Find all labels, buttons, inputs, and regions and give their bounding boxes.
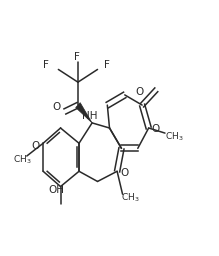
- Text: F: F: [74, 52, 80, 62]
- Text: NH: NH: [82, 111, 97, 121]
- Text: O: O: [53, 102, 61, 112]
- Text: O: O: [151, 123, 159, 134]
- Text: F: F: [43, 60, 49, 70]
- Text: CH$_3$: CH$_3$: [13, 153, 31, 166]
- Text: O: O: [135, 87, 144, 97]
- Text: O: O: [120, 168, 128, 178]
- Polygon shape: [76, 103, 92, 123]
- Text: CH$_3$: CH$_3$: [166, 130, 184, 143]
- Text: F: F: [104, 60, 110, 70]
- Text: OH: OH: [48, 185, 64, 195]
- Text: CH$_3$: CH$_3$: [121, 191, 139, 204]
- Text: O: O: [31, 141, 40, 151]
